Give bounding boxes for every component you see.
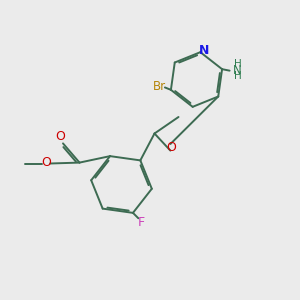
Text: Br: Br xyxy=(153,80,166,93)
Text: O: O xyxy=(56,130,65,143)
Text: O: O xyxy=(42,156,51,169)
Text: N: N xyxy=(233,64,242,76)
Text: F: F xyxy=(138,216,145,229)
Text: N: N xyxy=(199,44,209,57)
Text: H: H xyxy=(234,71,242,81)
Text: O: O xyxy=(167,141,176,154)
Text: H: H xyxy=(234,59,242,69)
